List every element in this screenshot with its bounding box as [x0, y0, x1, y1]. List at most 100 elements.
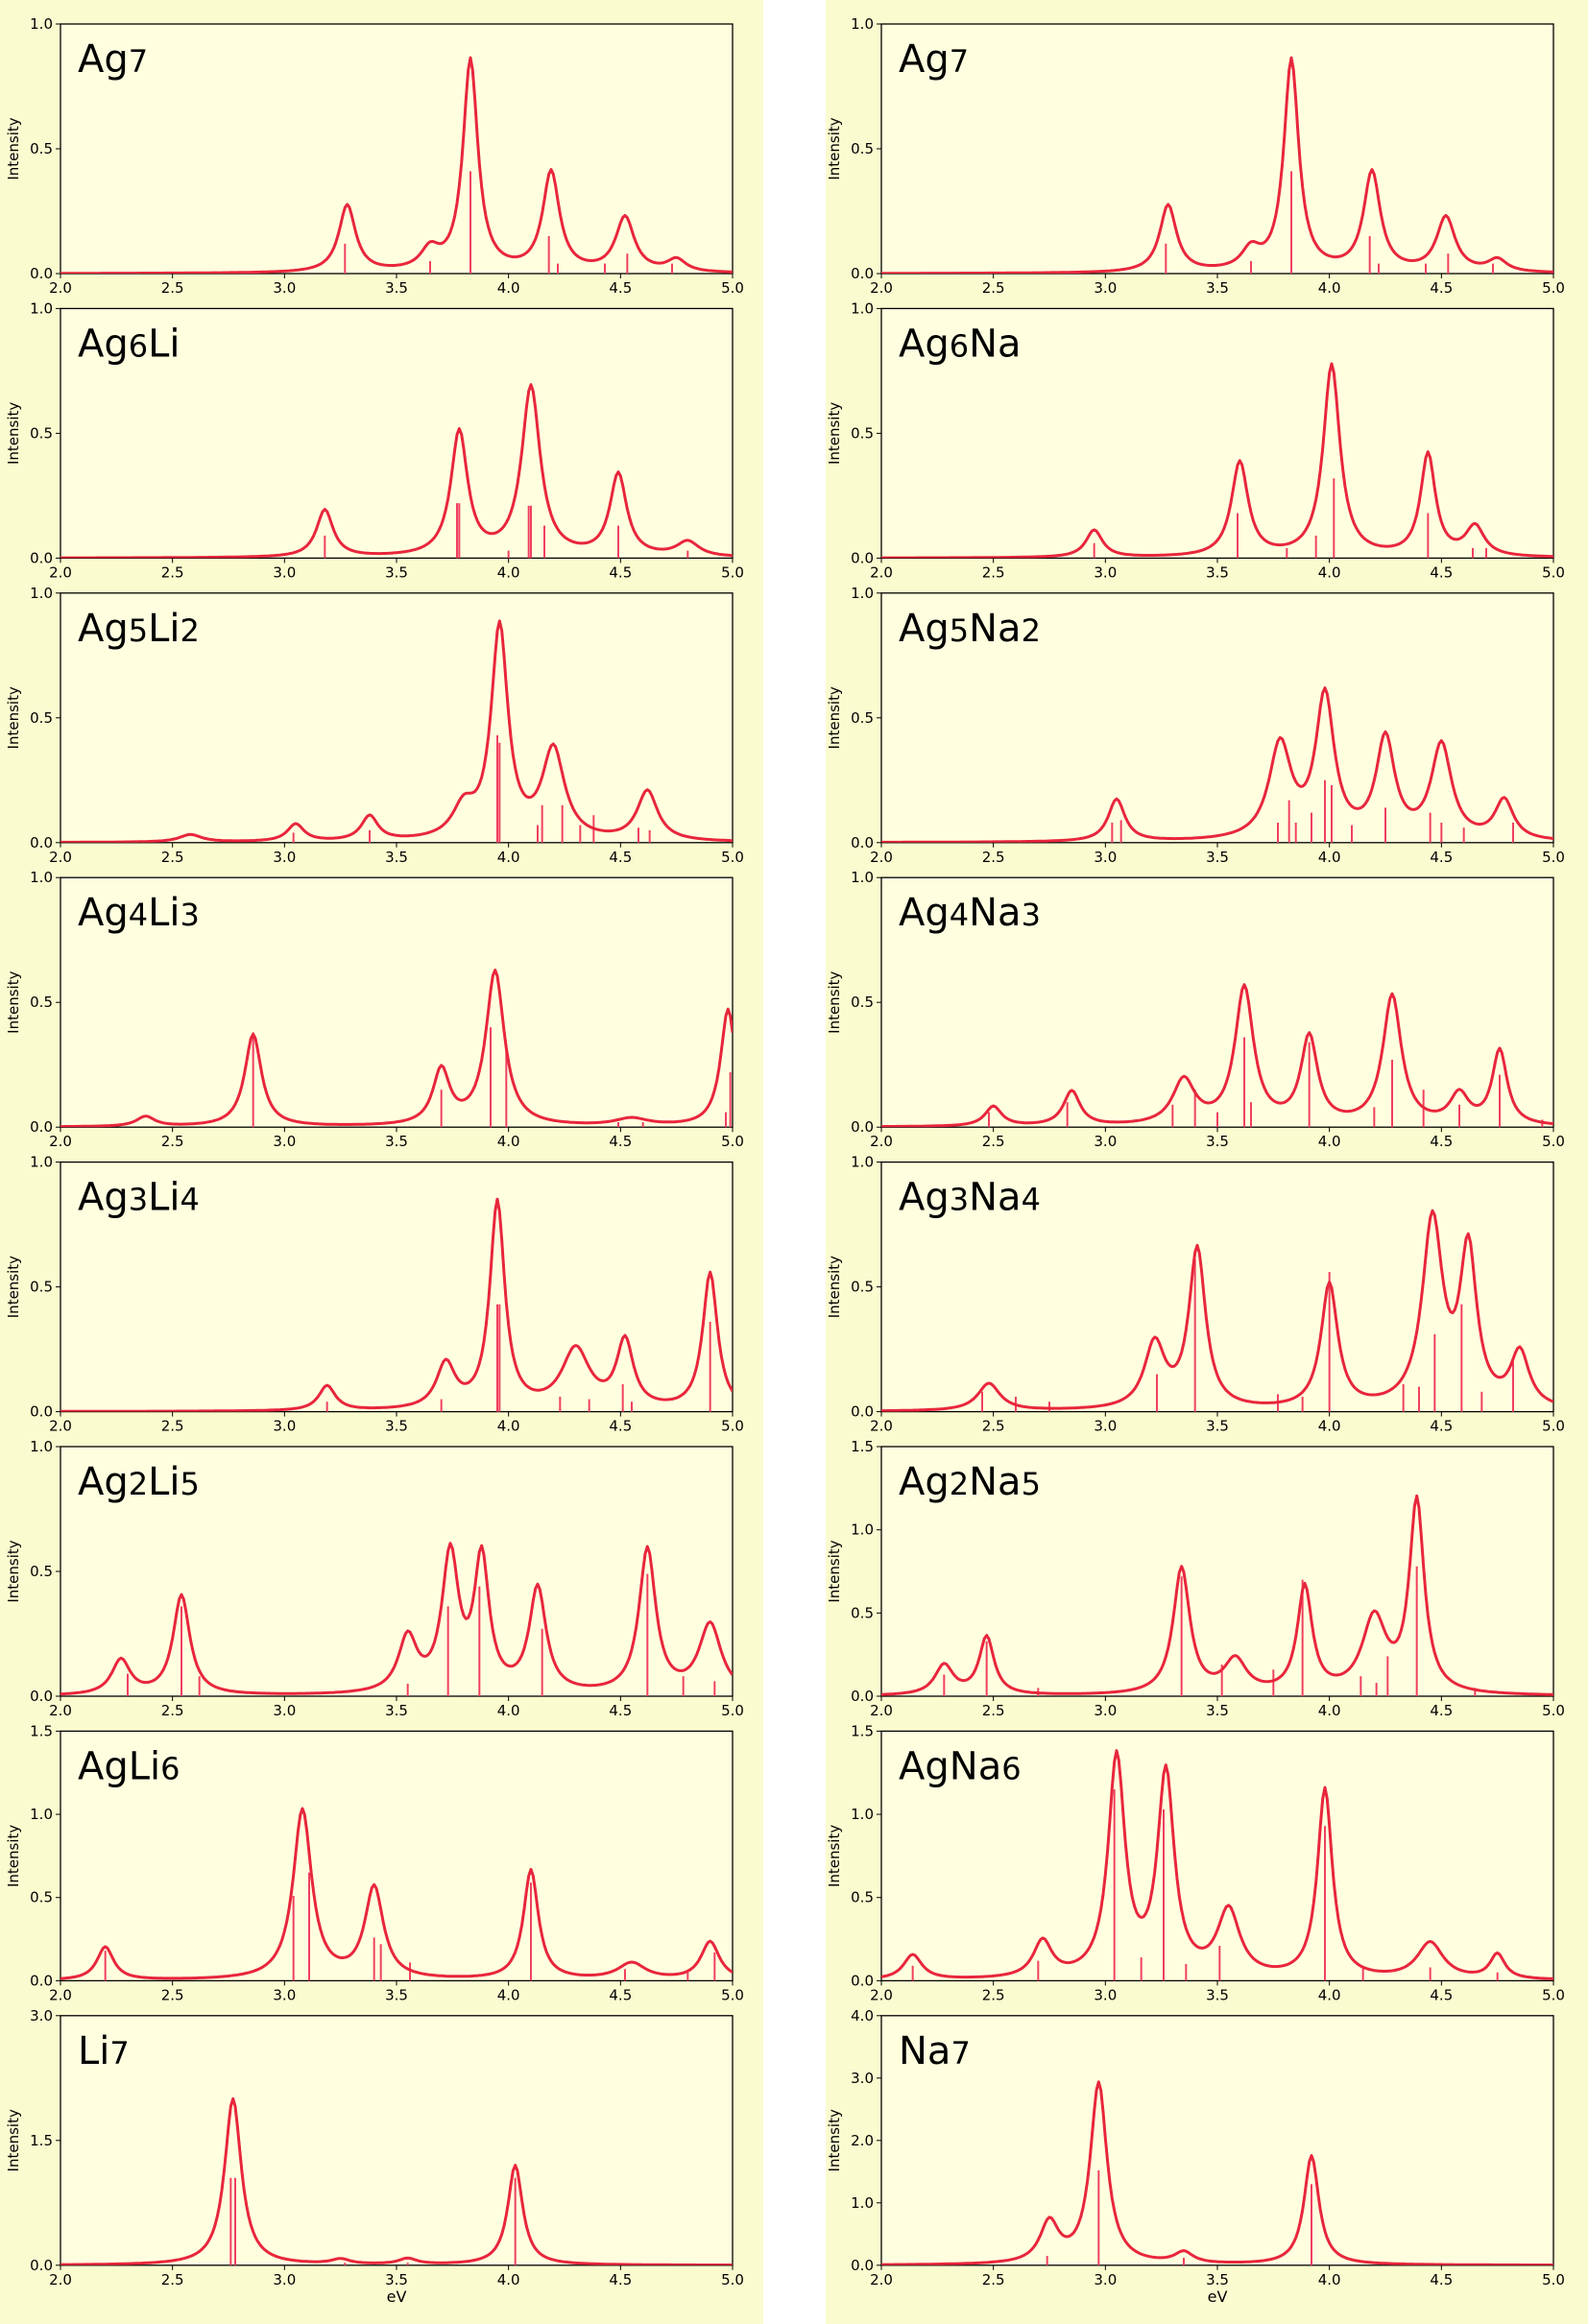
x-tick-label: 3.5	[385, 849, 408, 866]
y-axis-label: Intensity	[5, 2109, 22, 2171]
x-tick-label: 4.0	[1318, 849, 1341, 866]
x-tick-label: 2.0	[49, 1133, 72, 1150]
chart-title: Ag2Li5	[78, 1460, 200, 1504]
x-tick-label: 5.0	[1542, 1418, 1565, 1435]
plot-area	[60, 307, 734, 560]
x-tick-label: 2.0	[49, 2271, 72, 2288]
x-tick-label: 3.5	[1206, 849, 1229, 866]
y-tick-label: 0.5	[851, 424, 874, 442]
plot-area	[60, 2015, 734, 2266]
chart-title: Ag2Na5	[899, 1460, 1041, 1504]
title-element-symbol: Ag	[899, 891, 950, 935]
x-tick-label: 2.0	[870, 1133, 893, 1150]
y-tick-label: 0.0	[851, 1688, 874, 1705]
x-tick-label: 4.5	[1430, 1986, 1453, 2003]
spectrum-chart-left-2: 0.0 0.5 1.0 2.0 2.5 3.0 3.5 4.0 4.5 5.0 Intensity A…	[5, 585, 744, 866]
x-tick-label: 4.5	[609, 563, 632, 581]
spectrum-curve	[60, 383, 733, 559]
title-element-symbol: Ag	[899, 1176, 950, 1220]
title-element-symbol: Li	[78, 2029, 109, 2073]
chart-title: AgNa6	[899, 1744, 1022, 1788]
x-tick-label: 4.0	[497, 279, 520, 297]
x-tick-label: 5.0	[721, 849, 744, 866]
y-tick-label: 0.0	[851, 265, 874, 282]
plot-area	[880, 876, 1554, 1128]
x-tick-label: 2.0	[870, 849, 893, 866]
y-tick-label: 1.5	[851, 1722, 874, 1739]
x-axis-label: eV	[387, 2288, 407, 2306]
title-element-symbol: Li	[129, 1744, 160, 1788]
x-tick-label: 4.5	[1430, 2271, 1453, 2288]
spectrum-chart-right-1: 0.0 0.5 1.0 2.0 2.5 3.0 3.5 4.0 4.5 5.0 Intensity A…	[826, 299, 1565, 581]
x-tick-label: 5.0	[1542, 1133, 1565, 1150]
title-count: 4	[129, 897, 148, 933]
spectrum-chart-right-3: 0.0 0.5 1.0 2.0 2.5 3.0 3.5 4.0 4.5 5.0 Intensity A…	[826, 869, 1565, 1150]
y-tick-label: 1.5	[30, 1722, 53, 1739]
y-tick-label: 1.0	[851, 15, 874, 33]
x-axis-label: eV	[1208, 2288, 1228, 2306]
y-tick-label: 1.0	[30, 1154, 53, 1171]
x-tick-label: 2.0	[49, 1418, 72, 1435]
x-tick-label: 2.5	[161, 849, 184, 866]
x-tick-label: 5.0	[1542, 563, 1565, 581]
title-element-symbol: Na	[969, 322, 1021, 366]
x-tick-label: 2.0	[870, 2271, 893, 2288]
plot-area	[60, 876, 734, 1128]
x-tick-label: 3.0	[273, 563, 296, 581]
y-tick-label: 1.0	[851, 1521, 874, 1539]
x-tick-label: 4.0	[1318, 1986, 1341, 2003]
spectrum-chart-left-3: 0.0 0.5 1.0 2.0 2.5 3.0 3.5 4.0 4.5 5.0 Intensity A…	[5, 869, 744, 1150]
title-element-symbol: Li	[148, 1460, 180, 1504]
title-count: 3	[950, 1182, 969, 1218]
title-count: 7	[950, 43, 969, 80]
spectrum-curve	[60, 619, 733, 843]
x-tick-label: 2.5	[161, 1702, 184, 1719]
x-tick-label: 2.5	[982, 279, 1005, 297]
spectrum-chart-left-5: 0.0 0.5 1.0 2.0 2.5 3.0 3.5 4.0 4.5 5.0 Intensity A…	[5, 1438, 744, 1719]
x-tick-label: 3.5	[1206, 1986, 1229, 2003]
title-count: 4	[1022, 1182, 1041, 1218]
x-tick-label: 3.5	[385, 1133, 408, 1150]
spectrum-curve	[881, 1749, 1553, 1980]
chart-title: Ag5Na2	[899, 607, 1041, 651]
chart-title: Ag6Li	[78, 322, 180, 366]
plot-area	[60, 1730, 734, 1982]
title-count: 5	[180, 1466, 200, 1502]
y-tick-label: 4.0	[851, 2007, 874, 2025]
title-count: 7	[950, 2035, 970, 2072]
spectrum-chart-right-7: 0.0 1.0 2.0 3.0 4.0 2.0 2.5 3.0 3.5 4.0 4.5 5.0 Inte…	[826, 2007, 1565, 2306]
y-tick-label: 0.0	[30, 1972, 53, 1989]
title-element-symbol: Ag	[78, 891, 129, 935]
plot-area	[60, 592, 734, 844]
x-tick-label: 2.0	[870, 563, 893, 581]
title-element-symbol: Na	[969, 607, 1021, 651]
x-tick-label: 3.0	[1094, 563, 1117, 581]
y-tick-label: 0.5	[30, 994, 53, 1011]
x-tick-label: 2.5	[982, 1986, 1005, 2003]
title-element-symbol: Ag	[899, 1744, 950, 1788]
title-count: 6	[950, 327, 969, 364]
x-tick-label: 2.5	[161, 2271, 184, 2288]
title-count: 4	[180, 1182, 200, 1218]
x-tick-label: 5.0	[1542, 1986, 1565, 2003]
x-tick-label: 3.0	[273, 1418, 296, 1435]
x-tick-label: 5.0	[721, 279, 744, 297]
title-count: 3	[129, 1182, 148, 1218]
x-tick-label: 4.0	[497, 1133, 520, 1150]
x-tick-label: 3.5	[385, 1702, 408, 1719]
title-element-symbol: Na	[969, 1176, 1021, 1220]
x-tick-label: 3.5	[1206, 1702, 1229, 1719]
plot-area	[60, 23, 734, 275]
y-tick-label: 0.0	[30, 834, 53, 851]
title-element-symbol: Li	[148, 607, 180, 651]
x-tick-label: 3.0	[273, 1133, 296, 1150]
y-tick-label: 0.0	[851, 549, 874, 566]
x-tick-label: 2.0	[49, 1702, 72, 1719]
y-axis-label: Intensity	[826, 686, 843, 749]
y-axis-label: Intensity	[5, 686, 22, 749]
x-tick-label: 5.0	[1542, 2271, 1565, 2288]
x-tick-label: 3.0	[1094, 2271, 1117, 2288]
title-count: 6	[160, 1750, 180, 1786]
x-tick-label: 2.5	[161, 1418, 184, 1435]
x-tick-label: 2.5	[982, 1702, 1005, 1719]
